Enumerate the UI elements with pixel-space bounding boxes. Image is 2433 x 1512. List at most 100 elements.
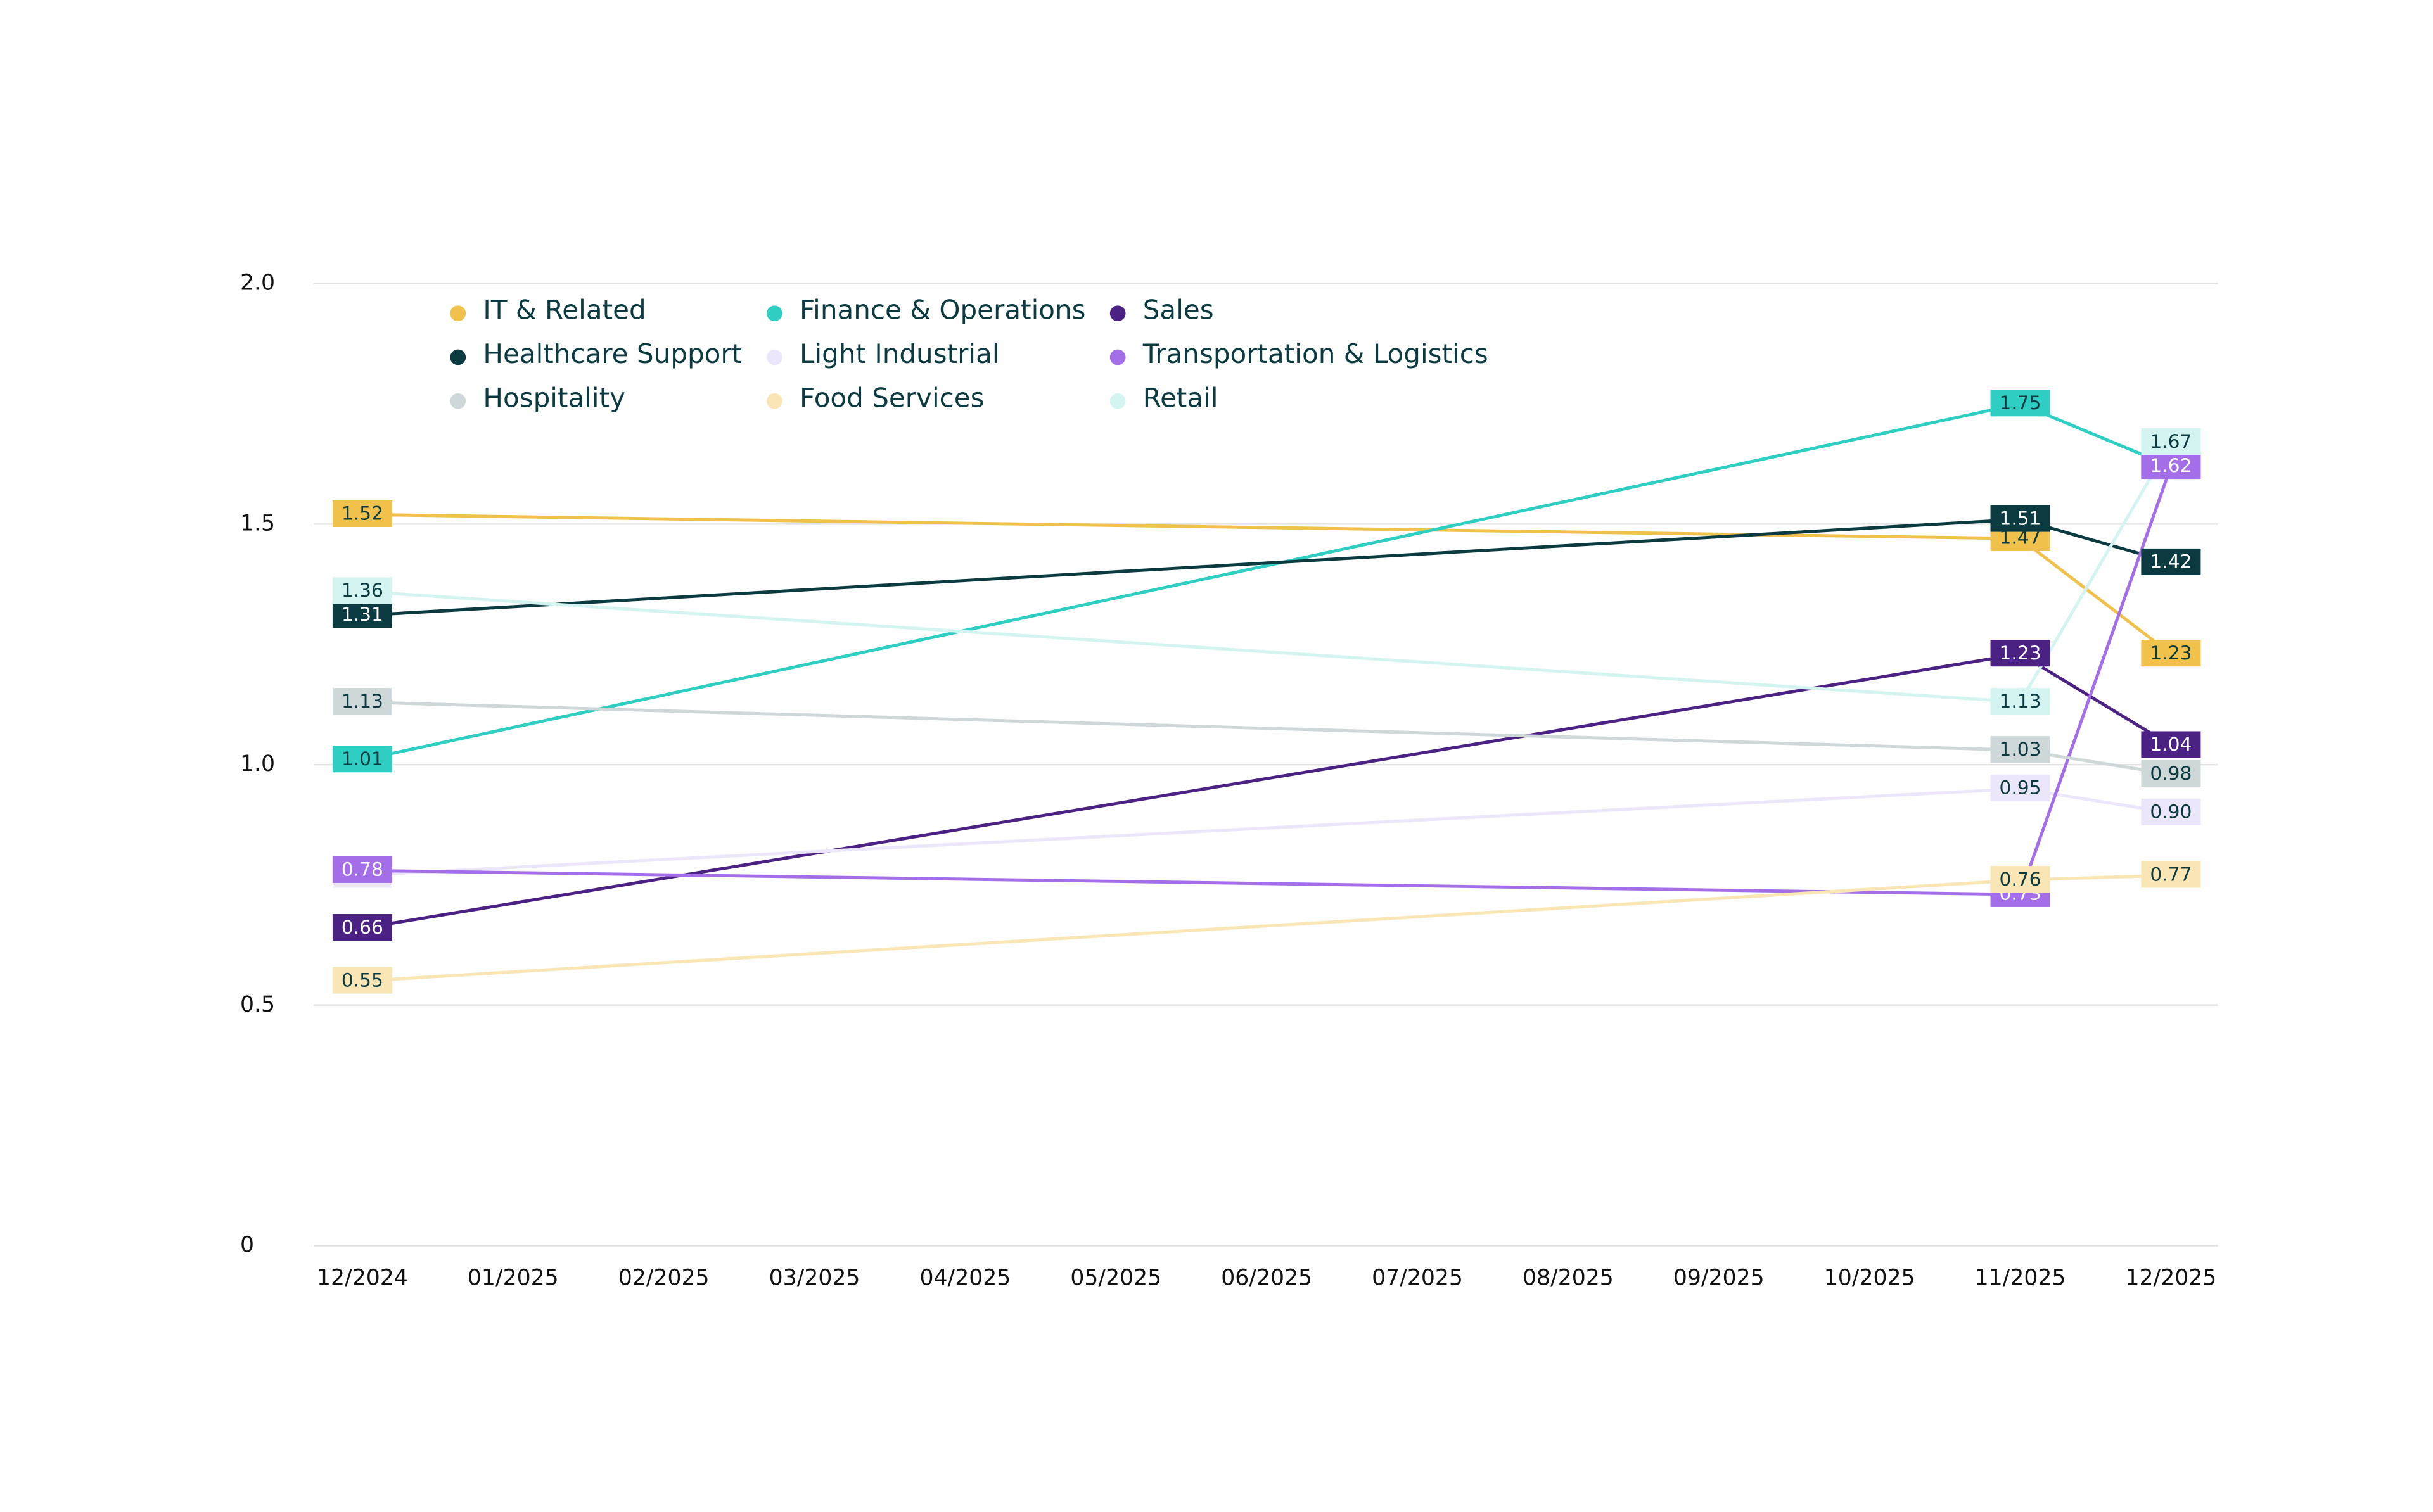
series-line [362,518,2172,618]
data-label-text: 1.23 [2150,642,2192,664]
data-label: 0.77 [2141,861,2201,888]
data-label-text: 0.98 [2150,762,2192,784]
series-line [362,874,2171,983]
data-label: 1.75 [1990,390,2050,417]
series-line [362,466,2173,896]
data-label-box [2141,640,2201,667]
data-label: 1.42 [2141,548,2201,575]
data-label: 0.95 [1990,774,2050,801]
legend-label: Hospitality [483,382,625,413]
y-tick-label: 0.5 [240,992,275,1017]
legend-label: Food Services [800,382,985,413]
data-label-text: 1.75 [1999,391,2041,414]
data-label-text: 1.31 [342,603,383,625]
y-tick-label: 2.0 [240,270,275,296]
data-label-box [2141,548,2201,575]
data-label-text: 1.23 [1999,642,2041,664]
x-tick-label: 03/2025 [769,1265,860,1290]
legend-label: IT & Related [483,295,646,326]
data-label: 1.31 [332,601,392,628]
legend-marker [450,393,466,409]
legend-label: Retail [1143,382,1218,413]
data-label-box [1990,505,2050,532]
data-label-box [2141,760,2201,787]
x-tick-label: 05/2025 [1070,1265,1161,1290]
data-label-text: 1.51 [1999,507,2041,529]
data-label-text: 1.36 [342,579,383,601]
data-label-text: 0.95 [1999,777,2041,799]
data-label-text: 1.52 [342,502,383,524]
data-label-box [2141,731,2201,758]
series-line [362,787,2171,877]
data-label-text: 1.13 [1999,690,2041,712]
data-label: 1.36 [332,577,392,604]
legend-marker [1109,393,1126,409]
data-label-text: 0.77 [2150,863,2192,885]
legend-label: Finance & Operations [800,295,1086,326]
x-tick-label: 08/2025 [1523,1265,1614,1290]
data-label-box [1990,390,2050,417]
data-label: 0.78 [332,856,392,883]
data-label: 1.13 [1990,688,2050,715]
y-tick-label: 1.0 [240,751,275,777]
data-label-text: 1.67 [2150,430,2192,452]
data-label-text: 0.66 [342,916,383,938]
data-label: 0.76 [1990,866,2050,893]
legend-marker [450,349,466,365]
data-label: 1.67 [2141,428,2201,455]
legend-label: Sales [1143,295,1214,326]
legend-marker [767,393,782,409]
data-label: 1.51 [1990,505,2050,532]
x-tick-label: 10/2025 [1824,1265,1915,1290]
data-label: 1.62 [2141,452,2201,480]
data-label: 1.04 [2141,731,2201,758]
data-label-text: 0.78 [342,858,383,880]
data-label: 0.55 [332,967,392,994]
data-label-text: 0.55 [342,969,383,991]
data-label: 1.01 [332,746,392,773]
data-label: 1.52 [332,500,392,528]
data-label-box [332,967,392,994]
data-label-box [332,914,392,941]
series-line [362,402,2172,761]
data-label-box [1990,640,2050,667]
x-tick-label: 12/2025 [2125,1265,2216,1290]
legend-marker [1109,349,1126,365]
data-label-text: 1.01 [342,747,383,770]
data-label-box [332,746,392,773]
data-label: 1.13 [332,688,392,715]
data-label-box [1990,866,2050,893]
legend-marker [767,305,782,322]
series-line [362,442,2173,704]
data-label-box [332,500,392,528]
data-label-box [2141,861,2201,888]
x-tick-label: 12/2024 [317,1265,408,1290]
data-label-box [332,601,392,628]
x-tick-label: 11/2025 [1975,1265,2066,1290]
data-label-box [1990,774,2050,801]
data-label-box [2141,452,2201,480]
x-tick-label: 09/2025 [1673,1265,1765,1290]
data-label-box [1990,736,2050,763]
data-label-box [332,688,392,715]
x-tick-label: 06/2025 [1221,1265,1312,1290]
y-tick-label: 1.5 [240,511,275,536]
y-tick-label: 0 [240,1232,254,1257]
series-line [362,512,2172,656]
series-line [362,700,2171,776]
data-label: 1.23 [1990,640,2050,667]
data-label: 1.23 [2141,640,2201,667]
data-label-text: 1.13 [342,690,383,712]
legend-label: Healthcare Support [483,338,742,369]
x-tick-label: 07/2025 [1372,1265,1463,1290]
data-label-text: 1.04 [2150,733,2192,755]
data-label-text: 0.76 [1999,868,2041,890]
data-label-text: 1.42 [2150,550,2192,573]
data-label-text: 1.03 [1999,738,2041,760]
data-label: 0.90 [2141,798,2201,825]
x-tick-label: 01/2025 [468,1265,559,1290]
data-label-box [2141,428,2201,455]
data-label-text: 0.90 [2150,801,2192,823]
data-label-text: 1.62 [2150,454,2192,476]
data-label: 0.98 [2141,760,2201,787]
